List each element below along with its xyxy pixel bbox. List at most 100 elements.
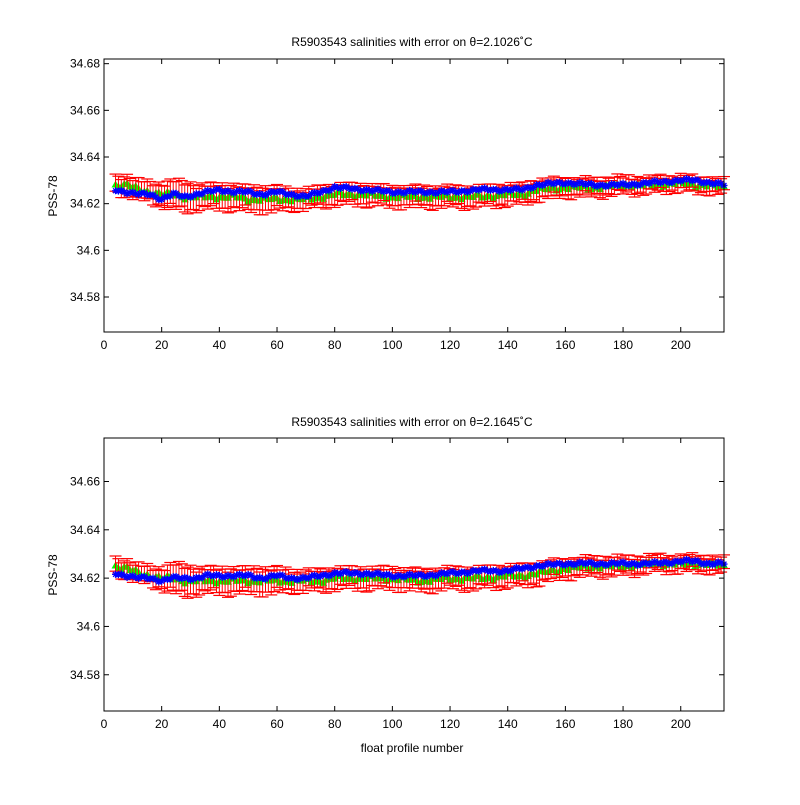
float-salinity-point — [397, 188, 405, 196]
float-salinity-point — [244, 187, 252, 195]
float-salinity-point — [567, 560, 575, 568]
x-tick-label: 120 — [440, 717, 460, 731]
float-salinity-point — [201, 571, 209, 579]
bottom-panel-axes-box — [103, 437, 725, 712]
bottom-panel-title: R5903543 salinities with error on θ=2.16… — [291, 415, 532, 429]
float-salinity-point — [311, 188, 319, 196]
float-salinity-point — [215, 185, 223, 193]
y-tick-label: 34.66 — [70, 103, 100, 117]
x-tick-label: 180 — [613, 717, 633, 731]
x-tick-label: 0 — [101, 338, 108, 352]
float-salinity-point — [590, 182, 598, 190]
float-salinity-point — [230, 189, 238, 197]
float-salinity-point — [377, 570, 385, 578]
float-salinity-point — [187, 193, 195, 201]
float-salinity-point — [697, 178, 705, 186]
float-salinity-point — [486, 187, 494, 195]
x-tick-label: 40 — [213, 338, 227, 352]
float-salinity-point — [360, 187, 368, 195]
float-salinity-point — [256, 190, 264, 198]
float-salinity-point — [587, 179, 595, 187]
bottom-panel-marks — [109, 552, 730, 599]
float-salinity-point — [512, 564, 520, 572]
float-salinity-point — [236, 186, 244, 194]
float-salinity-point — [411, 572, 419, 580]
top-panel-axes-box — [103, 58, 725, 333]
float-salinity-point — [593, 561, 601, 569]
float-salinity-point — [654, 559, 662, 567]
float-salinity-point — [267, 571, 275, 579]
float-salinity-point — [708, 561, 716, 569]
float-salinity-point — [432, 572, 440, 580]
float-salinity-point — [158, 196, 166, 204]
y-tick-label: 34.58 — [70, 290, 100, 304]
float-salinity-point — [706, 559, 714, 567]
float-salinity-point — [472, 567, 480, 575]
float-salinity-point — [290, 191, 298, 199]
float-salinity-point — [204, 186, 212, 194]
float-salinity-point — [351, 184, 359, 192]
float-salinity-point — [498, 568, 506, 576]
float-salinity-point — [478, 566, 486, 574]
float-salinity-point — [466, 568, 474, 576]
top-panel-marks — [109, 172, 730, 216]
float-salinity-point — [619, 179, 627, 187]
float-salinity-point — [622, 181, 630, 189]
float-salinity-point — [429, 188, 437, 196]
float-salinity-point — [411, 188, 419, 196]
float-salinity-point — [668, 559, 676, 567]
float-salinity-point — [354, 569, 362, 577]
float-salinity-point — [570, 181, 578, 189]
float-salinity-point — [184, 192, 192, 200]
float-salinity-point — [247, 188, 255, 196]
float-salinity-point — [400, 189, 408, 197]
float-salinity-point — [440, 188, 448, 196]
float-salinity-point — [374, 185, 382, 193]
float-salinity-point — [132, 190, 140, 198]
float-salinity-point — [466, 187, 474, 195]
float-salinity-point — [198, 190, 206, 198]
float-salinity-point — [631, 560, 639, 568]
y-tick-label: 34.62 — [70, 197, 100, 211]
float-salinity-point — [261, 575, 269, 583]
float-salinity-point — [322, 186, 330, 194]
float-salinity-point — [409, 571, 417, 579]
float-salinity-point — [149, 574, 157, 582]
float-salinity-point — [244, 570, 252, 578]
float-salinity-point — [677, 177, 685, 185]
float-salinity-point — [717, 559, 725, 567]
float-salinity-point — [325, 187, 333, 195]
float-salinity-point — [175, 192, 183, 200]
x-tick-label: 200 — [671, 338, 691, 352]
float-salinity-point — [648, 559, 656, 567]
float-salinity-point — [685, 557, 693, 565]
float-salinity-point — [478, 185, 486, 193]
y-tick-label: 34.66 — [70, 474, 100, 488]
y-tick-label: 34.64 — [70, 150, 100, 164]
float-salinity-point — [547, 560, 555, 568]
float-salinity-point — [668, 178, 676, 186]
x-tick-label: 100 — [382, 717, 402, 731]
float-salinity-point — [443, 570, 451, 578]
float-salinity-point — [651, 177, 659, 185]
float-salinity-point — [241, 188, 249, 196]
bottom-salinity-panel: R5903543 salinities with error on θ=2.16… — [46, 415, 730, 755]
float-salinity-point — [172, 189, 180, 197]
float-salinity-point — [391, 573, 399, 581]
float-salinity-point — [264, 573, 272, 581]
float-salinity-point — [683, 174, 691, 182]
float-salinity-point — [706, 179, 714, 187]
float-salinity-point — [694, 176, 702, 184]
float-salinity-point — [212, 571, 220, 579]
y-tick-label: 34.68 — [70, 57, 100, 71]
float-salinity-point — [117, 186, 125, 194]
float-salinity-point — [187, 576, 195, 584]
float-salinity-point — [662, 558, 670, 566]
bottom-panel-y-label: PSS-78 — [46, 554, 60, 596]
float-salinity-point — [579, 559, 587, 567]
float-salinity-point — [328, 571, 336, 579]
float-salinity-point — [460, 568, 468, 576]
float-salinity-point — [325, 572, 333, 580]
float-salinity-point — [429, 571, 437, 579]
